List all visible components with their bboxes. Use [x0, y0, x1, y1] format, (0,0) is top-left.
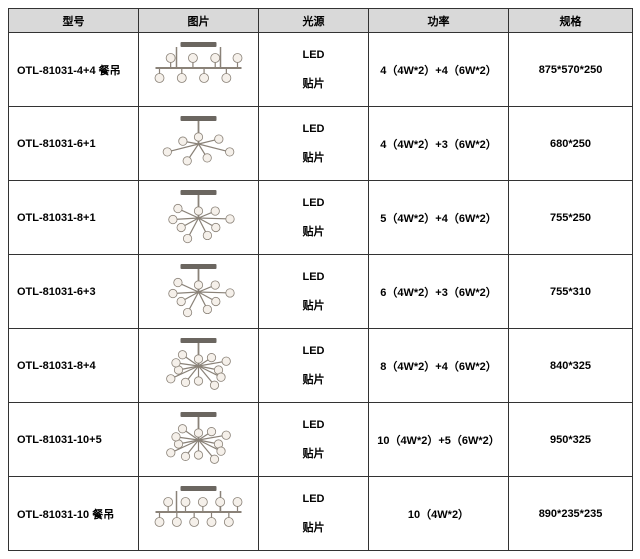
- cell-spec: 950*325: [509, 403, 633, 477]
- cell-spec: 890*235*235: [509, 477, 633, 551]
- cell-model: OTL-81031-8+1: [9, 181, 139, 255]
- cell-light-source: LED 贴片: [259, 403, 369, 477]
- light-line1: LED: [263, 50, 364, 61]
- cell-light-source: LED 贴片: [259, 181, 369, 255]
- table-row: OTL-81031-6+1 LED 贴片 4（4W*2）+3（6W*2）680*250: [9, 107, 633, 181]
- cell-model: OTL-81031-8+4: [9, 329, 139, 403]
- header-spec: 规格: [509, 9, 633, 33]
- cell-light-source: LED 贴片: [259, 255, 369, 329]
- cell-power: 4（4W*2）+3（6W*2）: [369, 107, 509, 181]
- chandelier-icon: [143, 114, 254, 174]
- cell-model: OTL-81031-6+3: [9, 255, 139, 329]
- table-row: OTL-81031-10 餐吊 LED 贴片 10（4W*2）890*235*235: [9, 477, 633, 551]
- light-line1: LED: [263, 346, 364, 357]
- light-line2: 贴片: [263, 79, 364, 90]
- cell-spec: 840*325: [509, 329, 633, 403]
- cell-image: [139, 329, 259, 403]
- cell-image: [139, 403, 259, 477]
- chandelier-icon: [143, 336, 254, 396]
- table-row: OTL-81031-8+4 LED 贴片 8（4W*2）+4（6W*2）840*325: [9, 329, 633, 403]
- cell-power: 5（4W*2）+4（6W*2）: [369, 181, 509, 255]
- cell-spec: 755*250: [509, 181, 633, 255]
- cell-light-source: LED 贴片: [259, 107, 369, 181]
- light-line2: 贴片: [263, 375, 364, 386]
- cell-spec: 755*310: [509, 255, 633, 329]
- cell-power: 4（4W*2）+4（6W*2）: [369, 33, 509, 107]
- light-line2: 贴片: [263, 523, 364, 534]
- cell-image: [139, 33, 259, 107]
- cell-power: 10（4W*2）+5（6W*2）: [369, 403, 509, 477]
- chandelier-icon: [143, 262, 254, 322]
- light-line1: LED: [263, 494, 364, 505]
- cell-model: OTL-81031-4+4 餐吊: [9, 33, 139, 107]
- light-line1: LED: [263, 420, 364, 431]
- header-model: 型号: [9, 9, 139, 33]
- light-line1: LED: [263, 198, 364, 209]
- table-header-row: 型号 图片 光源 功率 规格: [9, 9, 633, 33]
- table-row: OTL-81031-10+5 LED 贴片 10（4W*2）+5（6W*2）950*3…: [9, 403, 633, 477]
- chandelier-icon: [143, 188, 254, 248]
- cell-power: 6（4W*2）+3（6W*2）: [369, 255, 509, 329]
- cell-image: [139, 255, 259, 329]
- cell-power: 10（4W*2）: [369, 477, 509, 551]
- table-row: OTL-81031-8+1 LED 贴片 5（4W*2）+4（6W*2）755*250: [9, 181, 633, 255]
- header-power: 功率: [369, 9, 509, 33]
- cell-image: [139, 477, 259, 551]
- cell-image: [139, 181, 259, 255]
- cell-image: [139, 107, 259, 181]
- header-light: 光源: [259, 9, 369, 33]
- chandelier-icon: [143, 484, 254, 544]
- header-image: 图片: [139, 9, 259, 33]
- cell-power: 8（4W*2）+4（6W*2）: [369, 329, 509, 403]
- table-row: OTL-81031-6+3 LED 贴片 6（4W*2）+3（6W*2）755*310: [9, 255, 633, 329]
- light-line1: LED: [263, 272, 364, 283]
- chandelier-icon: [143, 40, 254, 100]
- cell-spec: 875*570*250: [509, 33, 633, 107]
- table-row: OTL-81031-4+4 餐吊 LED 贴片 4（4W*2）+4（6W*2）875*…: [9, 33, 633, 107]
- cell-light-source: LED 贴片: [259, 477, 369, 551]
- product-spec-table: 型号 图片 光源 功率 规格 OTL-81031-4+4 餐吊 LED 贴片 4（4W…: [8, 8, 633, 551]
- cell-light-source: LED 贴片: [259, 33, 369, 107]
- cell-light-source: LED 贴片: [259, 329, 369, 403]
- cell-model: OTL-81031-10+5: [9, 403, 139, 477]
- chandelier-icon: [143, 410, 254, 470]
- light-line1: LED: [263, 124, 364, 135]
- cell-model: OTL-81031-10 餐吊: [9, 477, 139, 551]
- light-line2: 贴片: [263, 153, 364, 164]
- cell-model: OTL-81031-6+1: [9, 107, 139, 181]
- cell-spec: 680*250: [509, 107, 633, 181]
- light-line2: 贴片: [263, 449, 364, 460]
- light-line2: 贴片: [263, 227, 364, 238]
- light-line2: 贴片: [263, 301, 364, 312]
